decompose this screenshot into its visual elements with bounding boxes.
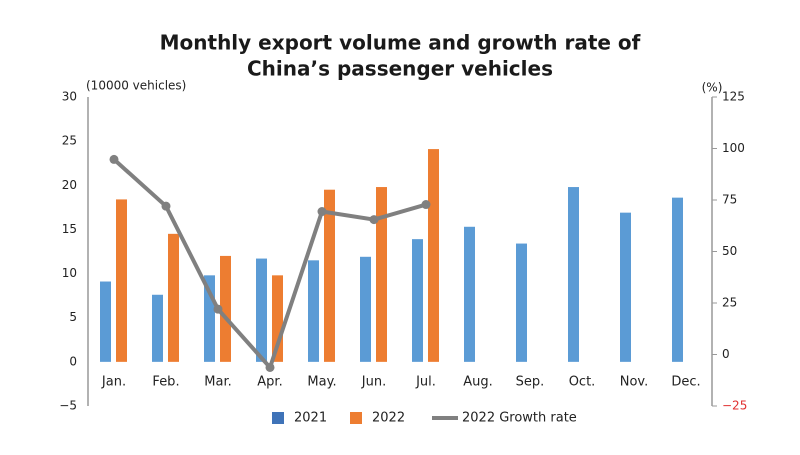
y-tick-label: −5 — [59, 399, 77, 413]
legend-swatch — [350, 412, 362, 424]
y-tick-label: 20 — [62, 178, 77, 192]
bar — [256, 258, 267, 362]
bar — [464, 226, 475, 362]
bar — [168, 233, 179, 362]
bar — [272, 275, 283, 362]
x-tick-label: Sep. — [516, 375, 545, 390]
bar — [412, 239, 423, 362]
bar — [516, 243, 527, 362]
point — [265, 362, 275, 372]
x-tick-label: Dec. — [671, 375, 700, 390]
x-tick-label: Feb. — [152, 375, 179, 390]
y-tick-label: 10 — [62, 266, 77, 280]
point — [369, 215, 379, 225]
bar — [428, 149, 439, 362]
x-tick-label: Oct. — [569, 375, 596, 390]
point — [161, 201, 171, 211]
point — [213, 304, 223, 314]
bar — [672, 197, 683, 362]
point — [109, 154, 119, 164]
bar — [204, 275, 215, 362]
bar — [324, 189, 335, 362]
x-tick-label: Aug. — [463, 375, 493, 390]
y-tick-label: 25 — [62, 134, 77, 148]
bar — [220, 255, 231, 362]
y2-tick-label: 125 — [722, 90, 745, 104]
bar — [360, 256, 371, 362]
y2-tick-label: 25 — [722, 296, 737, 310]
bar — [568, 187, 579, 362]
x-tick-label: Nov. — [620, 375, 649, 390]
point — [317, 207, 327, 217]
x-tick-label: Apr. — [257, 375, 282, 390]
y-axis-label: (10000 vehicles) — [86, 79, 186, 93]
bar — [152, 294, 163, 362]
y-tick-label: 30 — [62, 90, 77, 104]
y2-axis-label: (%) — [702, 81, 723, 95]
y2-tick-label: 50 — [722, 244, 737, 258]
y2-tick-label: −25 — [722, 399, 747, 413]
y-tick-label: 5 — [69, 310, 77, 324]
y-tick-label: 15 — [62, 222, 77, 236]
x-tick-label: Jun. — [361, 375, 386, 390]
bar — [100, 281, 111, 362]
bar — [620, 212, 631, 362]
legend-label: 2022 — [372, 411, 405, 426]
legend-swatch — [272, 412, 284, 424]
bar — [116, 199, 127, 362]
chart-title: China’s passenger vehicles — [247, 57, 553, 81]
bar — [376, 187, 387, 362]
x-tick-label: Jul. — [415, 375, 436, 390]
x-tick-label: Mar. — [204, 375, 231, 390]
y2-tick-label: 0 — [722, 347, 730, 361]
bar — [308, 260, 319, 362]
chart-title: Monthly export volume and growth rate of — [160, 31, 641, 55]
x-tick-label: Jan. — [101, 375, 126, 390]
y2-tick-label: 100 — [722, 141, 745, 155]
y2-tick-label: 75 — [722, 193, 737, 207]
y-tick-label: 0 — [69, 354, 77, 368]
x-tick-label: May. — [307, 375, 336, 390]
legend-label: 2021 — [294, 411, 327, 426]
point — [421, 200, 431, 210]
legend-label: 2022 Growth rate — [462, 411, 577, 426]
